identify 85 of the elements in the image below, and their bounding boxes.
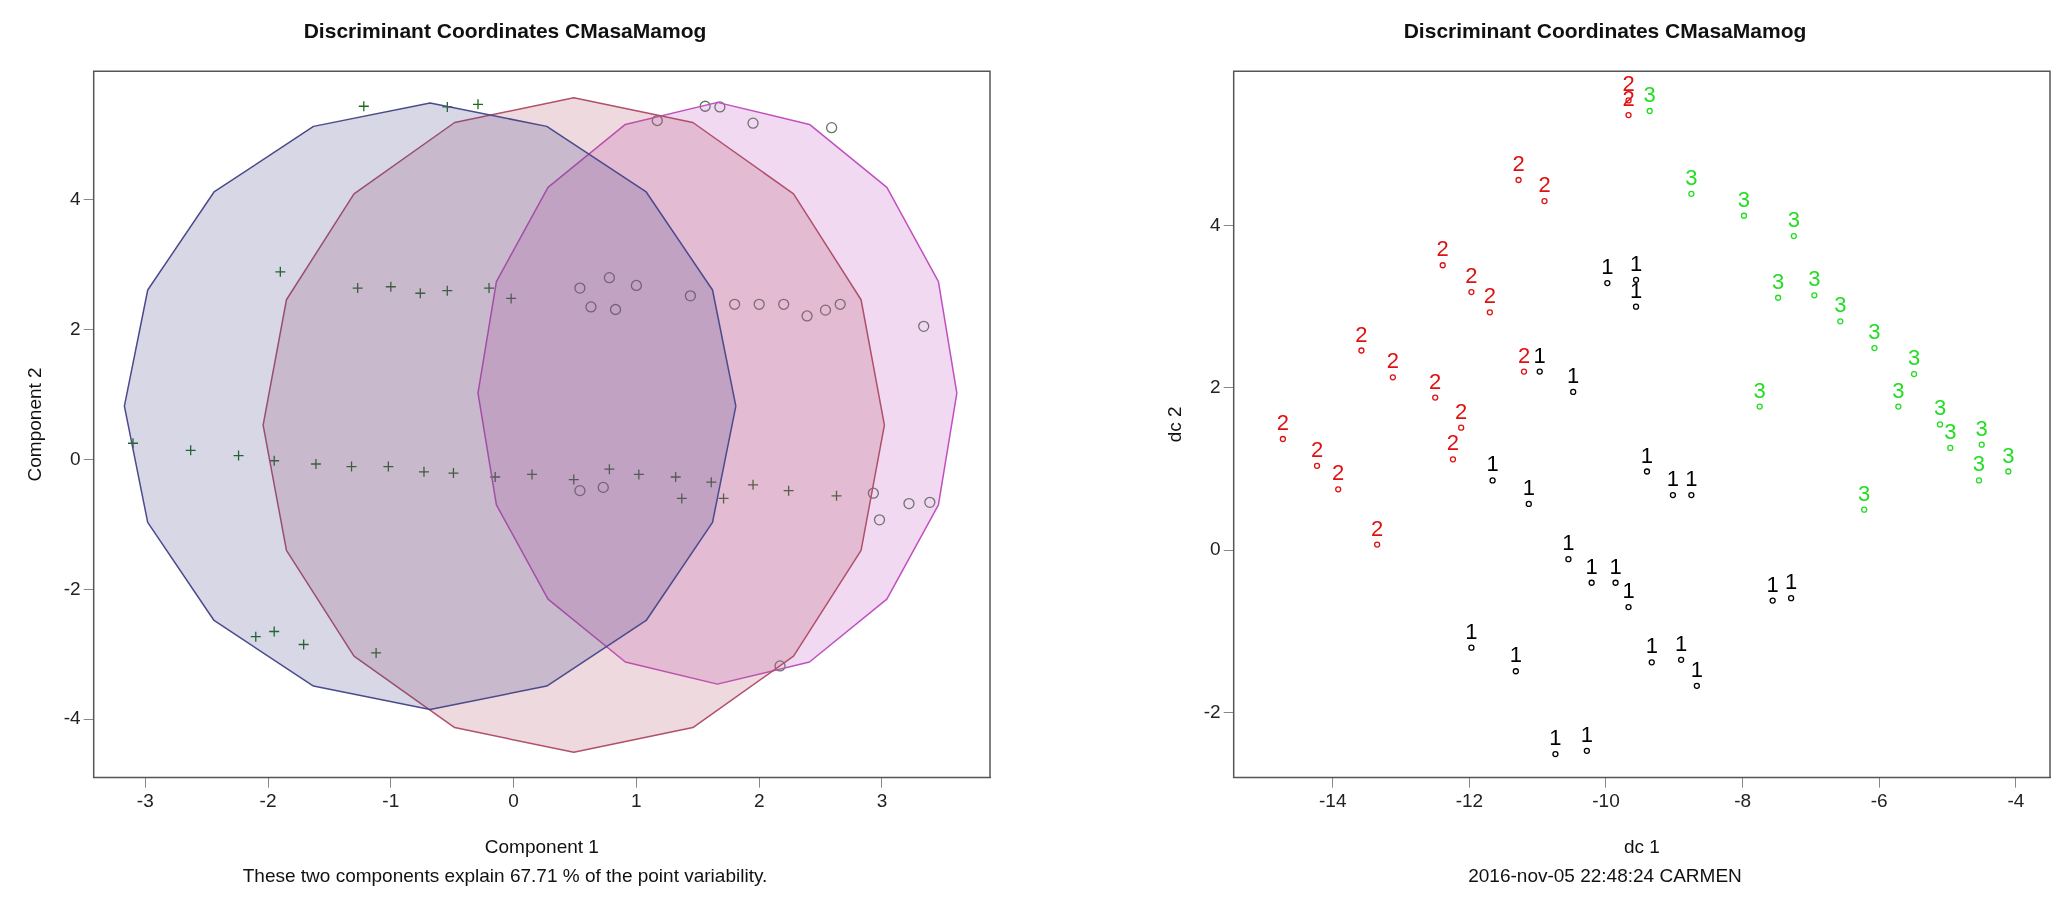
text: 2: [1310, 436, 1324, 462]
text: 1: [1640, 442, 1654, 468]
text: 2: [1371, 515, 1384, 541]
text: 1: [1549, 725, 1562, 751]
text: 1: [1562, 530, 1575, 556]
x-axis-title: dc 1: [1623, 836, 1660, 858]
text: 1: [1486, 451, 1499, 477]
text: 1: [1666, 466, 1680, 492]
text: 1: [1784, 569, 1798, 595]
text: 3: [1972, 451, 1986, 477]
text: 1: [1609, 553, 1622, 579]
text: 1: [1645, 633, 1658, 659]
text: 2: [1386, 348, 1399, 374]
text: 3: [1643, 82, 1656, 108]
text: 3: [1868, 319, 1881, 345]
text: 1: [1766, 571, 1779, 597]
text: 2: [1355, 321, 1368, 347]
x-tick-label: -12: [1455, 790, 1484, 812]
text: 2: [1446, 430, 1460, 456]
y-tick-label: 0: [70, 447, 81, 469]
text: 3: [1933, 395, 1947, 421]
text: 1: [1622, 578, 1635, 604]
text: 1: [1629, 250, 1643, 276]
text: 1: [1601, 254, 1614, 280]
y-tick-label: 2: [70, 317, 81, 339]
y-tick-label: -2: [63, 577, 81, 599]
x-tick-label: -4: [2007, 790, 2025, 812]
text: 3: [1772, 268, 1785, 294]
y-tick-label: 0: [1210, 538, 1221, 560]
y-tick-label: 2: [1210, 376, 1221, 398]
text: 1: [1690, 656, 1703, 682]
x-tick-label: -14: [1319, 790, 1347, 812]
text: 3: [1737, 186, 1751, 212]
chart-title: Discriminant Coordinates CMasaMamog: [1403, 19, 1807, 43]
text: 2: [1512, 151, 1525, 177]
x-tick-label: -3: [136, 790, 154, 812]
text: 2: [1429, 368, 1442, 394]
text: 1: [1580, 721, 1593, 747]
x-tick-label: -10: [1592, 790, 1620, 812]
x-axis-title: Component 1: [484, 836, 599, 858]
text: 2: [1517, 342, 1531, 368]
text: These two components explain 67.71 % of the point variability.: [242, 864, 768, 886]
text: 1: [1533, 342, 1546, 368]
text: 3: [1808, 266, 1821, 292]
text: 1: [1465, 618, 1478, 644]
text: 3: [1685, 164, 1698, 190]
text: 2: [1538, 172, 1551, 198]
text: 2016-nov-05 22:48:24 CARMEN: [1468, 864, 1742, 886]
text: 3: [1834, 292, 1847, 318]
text: 1: [1585, 553, 1598, 579]
x-tick-label: -2: [259, 790, 277, 812]
text: 1: [1522, 475, 1535, 501]
text: 2: [1276, 410, 1289, 436]
y-axis-title: Component 2: [23, 367, 45, 482]
x-tick-label: 0: [508, 790, 519, 812]
y-tick-label: 4: [1210, 213, 1222, 235]
text: 2: [1465, 263, 1478, 289]
x-tick-label: -6: [1870, 790, 1888, 812]
y-tick-label: 4: [70, 187, 82, 209]
text: 1: [1685, 466, 1698, 492]
text: 2: [1455, 398, 1468, 424]
text: 3: [1975, 415, 1988, 441]
text: 3: [1858, 480, 1871, 506]
text: 1: [1509, 642, 1522, 668]
y-axis-title: dc 2: [1163, 406, 1185, 443]
text: 1: [1675, 630, 1688, 656]
text: 2: [1483, 283, 1496, 309]
y-tick-label: -2: [1203, 700, 1221, 722]
text: 3: [2002, 442, 2015, 468]
chart-title: Discriminant Coordinates CMasaMamog: [303, 19, 707, 43]
y-tick-label: -4: [63, 707, 82, 729]
text: 1: [1567, 362, 1580, 388]
x-tick-label: 3: [876, 790, 888, 812]
text: 3: [1907, 345, 1921, 371]
text: 2: [1436, 236, 1449, 262]
x-tick-label: 2: [753, 790, 765, 812]
text: 2: [1332, 460, 1345, 486]
x-tick-label: -8: [1734, 790, 1752, 812]
text: 3: [1892, 377, 1905, 403]
x-tick-label: -1: [382, 790, 400, 812]
x-tick-label: 1: [631, 790, 642, 812]
text: 3: [1753, 377, 1766, 403]
text: 3: [1944, 419, 1957, 445]
text: 3: [1787, 207, 1800, 233]
text: 1: [1629, 277, 1643, 303]
